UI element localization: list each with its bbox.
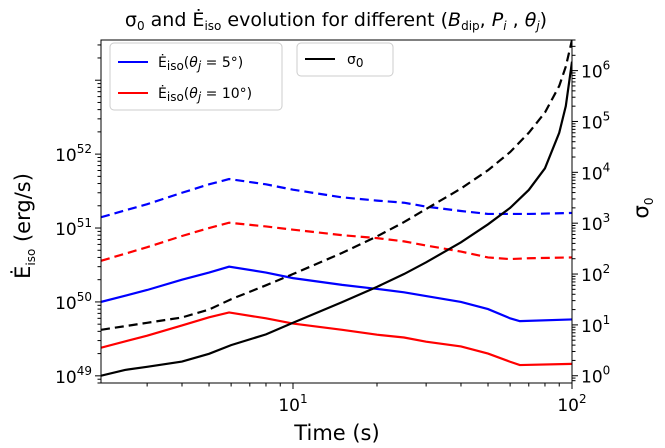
series-line-6 <box>101 40 572 331</box>
legend-right-box <box>296 42 394 77</box>
series-line-2 <box>101 221 572 262</box>
y-left-tick-label: 1052 <box>55 142 92 166</box>
y-right-tick-label: 105 <box>581 109 610 133</box>
y-right-tick-label: 103 <box>581 211 610 235</box>
series-line-1 <box>101 177 572 219</box>
y-right-tick-label: 101 <box>581 313 610 337</box>
series-line-4 <box>101 311 572 367</box>
ticks-layer: 101 102 1049 1050 1051 1052 100 101 102 103 104 105… <box>55 39 610 416</box>
y-right-tick-label: 102 <box>581 262 610 286</box>
y-left-tick-label: 1050 <box>55 290 92 314</box>
y-right-tick-label: 100 <box>581 364 610 388</box>
chart-title: σ0 and Ėiso evolution for different (Bdi… <box>125 8 547 33</box>
series-line-5 <box>101 61 572 377</box>
x-axis-label: Time (s) <box>293 421 379 445</box>
legend-left-box <box>109 42 283 111</box>
series-layer <box>101 40 572 377</box>
plot-frame <box>100 39 573 384</box>
y-left-tick-label: 1049 <box>55 364 92 388</box>
y-left-tick-label: 1051 <box>55 216 92 240</box>
legend-left: Ėiso(θj = 5°) Ėiso(θj = 10°) <box>109 42 283 111</box>
x-tick-label: 101 <box>278 392 307 416</box>
y-right-tick-label: 106 <box>581 59 610 83</box>
series-line-3 <box>101 265 572 323</box>
legend-right: σ0 <box>296 42 394 77</box>
y-axis-label-right: σ0 <box>629 198 656 219</box>
x-tick-label: 102 <box>557 392 586 416</box>
y-axis-label-left: Ėiso (erg/s) <box>10 173 38 279</box>
legend-entry-sigma0: σ0 <box>347 52 364 70</box>
y-right-tick-label: 104 <box>581 160 610 184</box>
